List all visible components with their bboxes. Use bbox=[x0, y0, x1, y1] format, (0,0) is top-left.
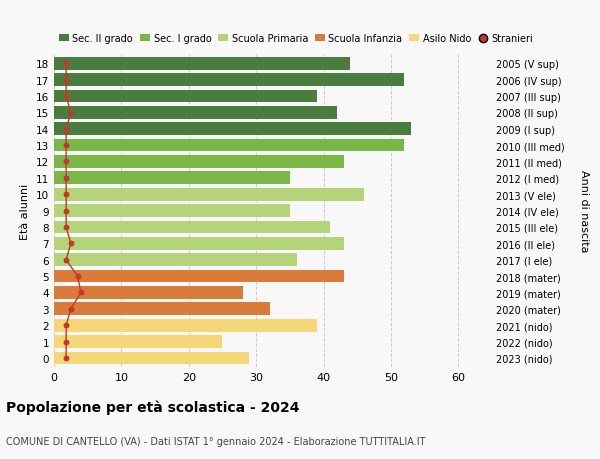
Bar bbox=[54, 74, 404, 87]
Bar bbox=[54, 123, 411, 136]
Point bbox=[61, 224, 71, 231]
Bar bbox=[54, 107, 337, 119]
Bar bbox=[54, 58, 350, 70]
Point bbox=[61, 175, 71, 182]
Point bbox=[66, 306, 76, 313]
Bar bbox=[54, 352, 250, 364]
Point bbox=[66, 240, 76, 247]
Bar bbox=[54, 237, 344, 250]
Bar bbox=[54, 336, 223, 348]
Point bbox=[76, 289, 86, 297]
Bar bbox=[54, 172, 290, 185]
Point bbox=[61, 354, 71, 362]
Point bbox=[61, 322, 71, 329]
Text: COMUNE DI CANTELLO (VA) - Dati ISTAT 1° gennaio 2024 - Elaborazione TUTTITALIA.I: COMUNE DI CANTELLO (VA) - Dati ISTAT 1° … bbox=[6, 436, 425, 446]
Bar bbox=[54, 205, 290, 218]
Bar bbox=[54, 90, 317, 103]
Point bbox=[61, 207, 71, 215]
Text: Popolazione per età scolastica - 2024: Popolazione per età scolastica - 2024 bbox=[6, 399, 299, 414]
Bar bbox=[54, 286, 242, 299]
Point bbox=[61, 93, 71, 101]
Point bbox=[61, 158, 71, 166]
Point bbox=[61, 126, 71, 133]
Point bbox=[61, 191, 71, 198]
Bar bbox=[54, 303, 269, 315]
Y-axis label: Anni di nascita: Anni di nascita bbox=[579, 170, 589, 252]
Bar bbox=[54, 221, 330, 234]
Y-axis label: Età alunni: Età alunni bbox=[20, 183, 31, 239]
Point bbox=[61, 338, 71, 346]
Point bbox=[61, 61, 71, 68]
Bar bbox=[54, 140, 404, 152]
Point bbox=[73, 273, 82, 280]
Bar bbox=[54, 189, 364, 201]
Bar bbox=[54, 270, 344, 283]
Bar bbox=[54, 254, 296, 267]
Point bbox=[61, 77, 71, 84]
Bar bbox=[54, 319, 317, 332]
Point bbox=[66, 109, 76, 117]
Bar bbox=[54, 156, 344, 168]
Legend: Sec. II grado, Sec. I grado, Scuola Primaria, Scuola Infanzia, Asilo Nido, Stran: Sec. II grado, Sec. I grado, Scuola Prim… bbox=[59, 34, 533, 44]
Point bbox=[61, 257, 71, 264]
Point bbox=[61, 142, 71, 150]
